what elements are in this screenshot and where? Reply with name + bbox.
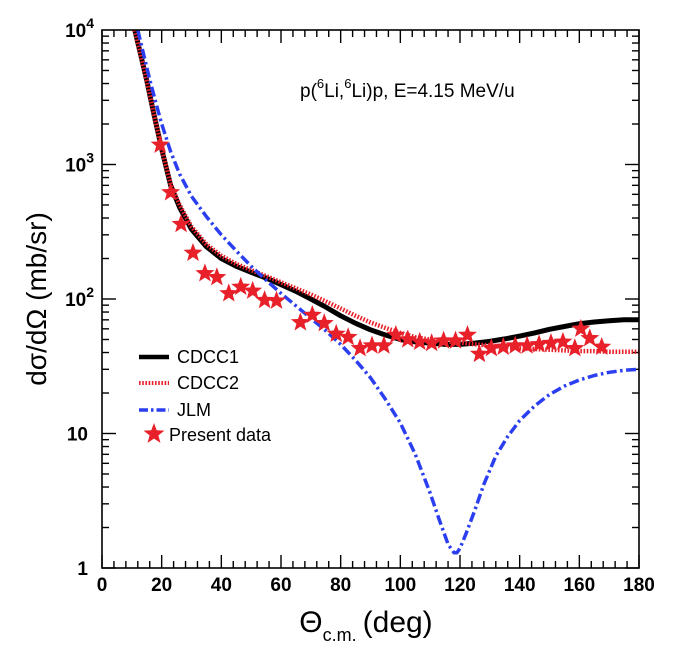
data-point-star bbox=[386, 324, 406, 344]
data-point-star bbox=[398, 329, 418, 348]
data-point-star bbox=[326, 323, 346, 343]
data-point-star bbox=[255, 290, 275, 309]
data-point-star bbox=[541, 333, 561, 352]
data-point-star bbox=[207, 267, 227, 286]
data-point-star bbox=[362, 335, 382, 354]
data-point-star bbox=[171, 214, 191, 233]
x-tick-label: 140 bbox=[504, 575, 536, 596]
reaction-annotation: p(6Li,6Li)p, E=4.15 MeV/u bbox=[300, 76, 515, 102]
data-point-star bbox=[529, 334, 549, 353]
y-axis-title: dσ/dΩ (mb/sr) bbox=[21, 212, 52, 386]
curve-jlm bbox=[136, 30, 639, 555]
x-tick-label: 160 bbox=[563, 575, 595, 596]
x-tick-label: 180 bbox=[623, 575, 655, 596]
y-tick-label: 1 bbox=[77, 559, 88, 580]
data-point-star bbox=[469, 344, 489, 363]
legend-label-present-data: Present data bbox=[169, 425, 272, 445]
data-point-star bbox=[150, 134, 170, 153]
data-point-star bbox=[493, 336, 513, 356]
data-point-star bbox=[338, 327, 358, 346]
curve-cdcc2 bbox=[132, 30, 639, 355]
x-tick-label: 80 bbox=[330, 575, 351, 596]
legend-label-cdcc2: CDCC2 bbox=[177, 373, 239, 393]
axis-ticks bbox=[101, 30, 640, 569]
data-point-star bbox=[571, 318, 591, 337]
data-point-star bbox=[290, 312, 310, 331]
data-point-star bbox=[517, 335, 537, 354]
data-point-star bbox=[243, 280, 263, 299]
data-point-star bbox=[434, 330, 454, 349]
y-tick-label: 10 bbox=[67, 425, 88, 446]
data-point-star bbox=[350, 338, 370, 357]
data-point-star bbox=[267, 290, 287, 309]
x-axis-title: Θc.m. (deg) bbox=[299, 606, 432, 645]
data-point-star bbox=[553, 331, 573, 350]
data-point-star bbox=[446, 330, 466, 349]
legend-marker-present-data bbox=[143, 423, 165, 443]
x-tick-label: 0 bbox=[97, 575, 108, 596]
tick-labels: 0 20 40 60 80 100 120 140 160 180 1 10 102 103 104 bbox=[65, 15, 655, 596]
x-tick-label: 120 bbox=[444, 575, 476, 596]
data-point-star bbox=[183, 242, 203, 262]
data-point-star bbox=[422, 333, 442, 352]
series-curves bbox=[132, 30, 639, 555]
x-tick-label: 40 bbox=[211, 575, 232, 596]
legend: CDCC1 CDCC2 JLM Present data bbox=[139, 347, 272, 445]
legend-label-cdcc1: CDCC1 bbox=[177, 347, 239, 367]
data-point-star bbox=[314, 313, 334, 332]
legend-star-icon bbox=[143, 423, 165, 443]
data-point-star bbox=[481, 338, 501, 357]
data-point-star bbox=[302, 305, 322, 324]
data-point-star bbox=[505, 335, 525, 354]
data-point-star bbox=[195, 263, 215, 282]
data-markers bbox=[150, 134, 612, 363]
x-tick-label: 60 bbox=[270, 575, 291, 596]
y-tick-label: 104 bbox=[65, 15, 94, 42]
y-tick-label: 103 bbox=[65, 150, 94, 177]
y-tick-label: 102 bbox=[65, 284, 94, 311]
data-point-star bbox=[161, 182, 181, 201]
curve-cdcc1 bbox=[132, 30, 639, 347]
data-point-star bbox=[580, 328, 600, 347]
data-point-star bbox=[374, 335, 394, 354]
data-point-star bbox=[410, 331, 430, 350]
data-point-star bbox=[231, 276, 251, 295]
legend-label-jlm: JLM bbox=[177, 400, 211, 420]
data-point-star bbox=[565, 338, 585, 357]
x-tick-label: 20 bbox=[151, 575, 172, 596]
data-point-star bbox=[457, 324, 477, 344]
data-point-star bbox=[592, 336, 612, 356]
plot-frame bbox=[101, 29, 640, 569]
x-tick-label: 100 bbox=[384, 575, 416, 596]
data-point-star bbox=[219, 283, 239, 302]
